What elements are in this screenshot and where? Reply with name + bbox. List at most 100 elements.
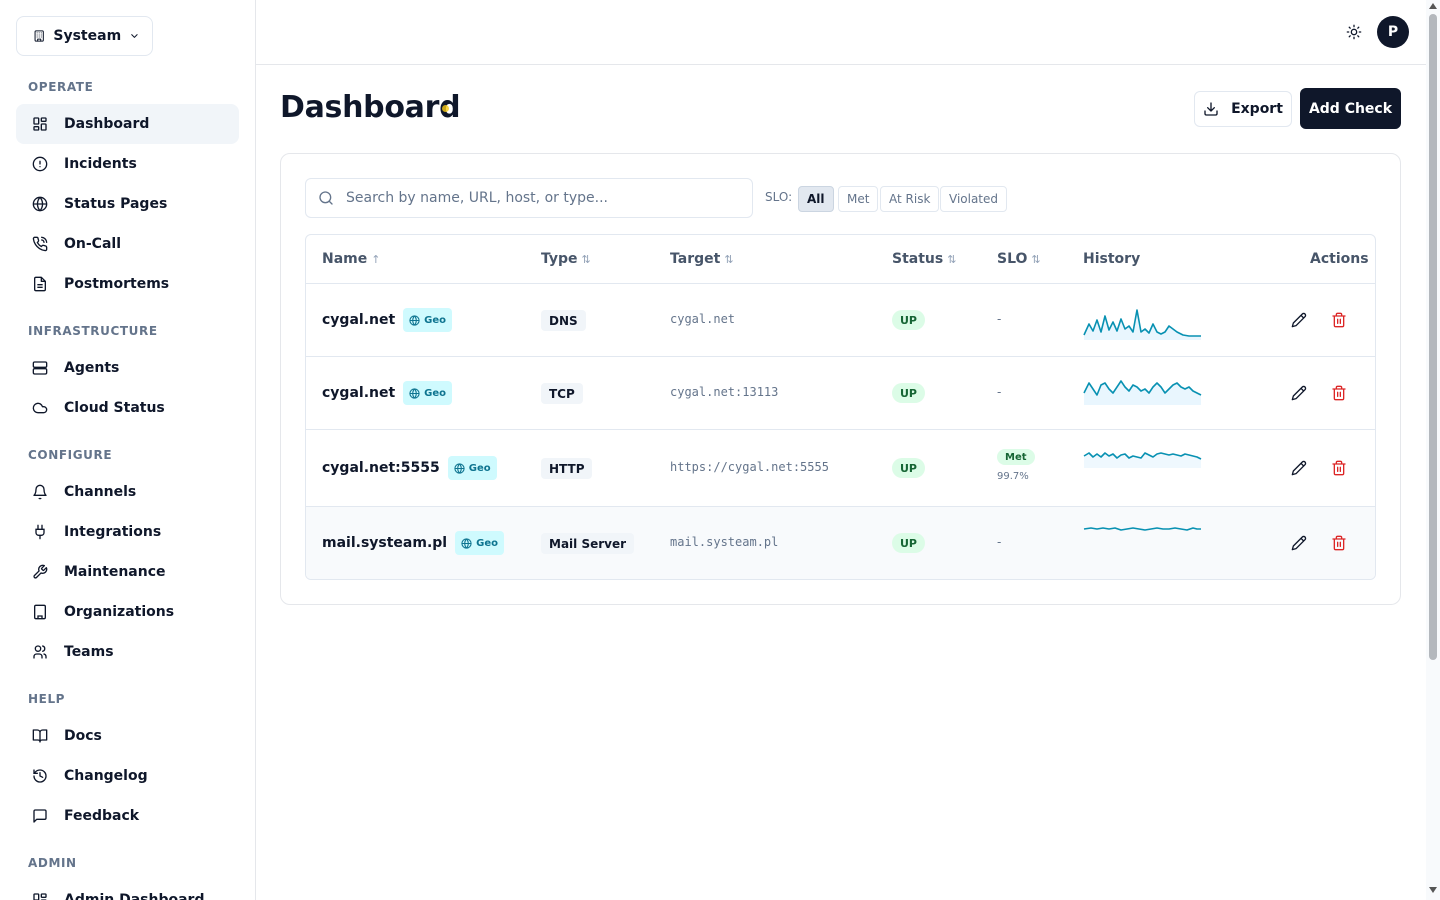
column-header-slo[interactable]: SLO ⇅ <box>997 251 1041 267</box>
document-icon <box>34 276 46 292</box>
slo-filter-met[interactable]: Met <box>838 186 879 212</box>
table-row[interactable]: cygal.net:5555 Geo HTTP https://cygal.ne… <box>306 430 1375 507</box>
column-label: SLO <box>997 251 1028 267</box>
globe-icon <box>461 537 472 549</box>
edit-button[interactable] <box>1289 533 1309 553</box>
sidebar-item-dashboard[interactable]: Dashboard <box>16 104 239 144</box>
pencil-icon <box>1291 460 1307 476</box>
sidebar-item-channels[interactable]: Channels <box>16 472 239 512</box>
add-check-button[interactable]: Add Check <box>1300 88 1401 129</box>
table-header: Name ↑ Type ⇅ Target ⇅ Status ⇅ SLO ⇅ History… <box>306 235 1375 284</box>
sidebar-item-label: On-Call <box>64 236 121 252</box>
edit-button[interactable] <box>1289 383 1309 403</box>
column-header-target[interactable]: Target ⇅ <box>670 251 734 267</box>
sidebar-item-label: Admin Dashboard <box>64 892 205 900</box>
building-icon <box>34 30 44 42</box>
column-header-status[interactable]: Status ⇅ <box>892 251 956 267</box>
geo-badge: Geo <box>403 308 453 332</box>
history-sparkline <box>1083 373 1203 405</box>
sparkline-line <box>1083 309 1201 337</box>
sidebar-item-maintenance[interactable]: Maintenance <box>16 552 239 592</box>
geo-badge: Geo <box>447 456 497 480</box>
sidebar-item-teams[interactable]: Teams <box>16 632 239 672</box>
avatar[interactable]: P <box>1377 16 1409 48</box>
sparkline-line <box>1083 452 1202 460</box>
check-name: cygal.net <box>322 312 396 328</box>
slo-value: - <box>997 535 1002 549</box>
status-badge: UP <box>892 533 925 553</box>
book-icon <box>32 729 48 743</box>
sidebar-item-integrations[interactable]: Integrations <box>16 512 239 552</box>
sidebar-item-label: Organizations <box>64 604 175 620</box>
history-sparkline <box>1083 302 1203 340</box>
check-name-cell: cygal.net:5555 Geo <box>322 456 497 480</box>
section-title-configure: CONFIGURE <box>28 448 113 462</box>
target-value: cygal.net:13113 <box>670 385 779 399</box>
column-label: Type <box>541 251 578 267</box>
dashboard-icon <box>33 117 47 131</box>
org-switcher[interactable]: Systeam <box>16 16 153 56</box>
sidebar-item-label: Status Pages <box>64 196 168 212</box>
cloud-icon <box>32 402 48 414</box>
delete-button[interactable] <box>1329 458 1349 478</box>
topbar: P <box>256 0 1426 65</box>
column-label: History <box>1083 251 1141 267</box>
sidebar-item-status-pages[interactable]: Status Pages <box>16 184 239 224</box>
delete-button[interactable] <box>1329 383 1349 403</box>
edit-button[interactable] <box>1289 458 1309 478</box>
status-dot <box>442 105 449 112</box>
globe-icon <box>454 462 465 474</box>
sidebar-item-on-call[interactable]: On-Call <box>16 224 239 264</box>
delete-button[interactable] <box>1329 533 1349 553</box>
type-badge: Mail Server <box>541 533 635 554</box>
slo-value: - <box>997 385 1002 399</box>
geo-label: Geo <box>424 387 447 399</box>
sidebar-item-label: Integrations <box>64 524 162 540</box>
geo-label: Geo <box>468 462 491 474</box>
geo-badge: Geo <box>455 531 504 555</box>
search-icon <box>319 191 333 205</box>
sidebar-item-cloud-status[interactable]: Cloud Status <box>16 388 239 428</box>
type-badge: HTTP <box>541 458 593 479</box>
sidebar-item-changelog[interactable]: Changelog <box>16 756 239 796</box>
theme-toggle-button[interactable] <box>1344 22 1364 42</box>
edit-button[interactable] <box>1289 310 1309 330</box>
search-input[interactable]: Search by name, URL, host, or type... <box>305 178 753 218</box>
trash-icon <box>1332 460 1346 476</box>
scroll-up-arrow[interactable] <box>1429 3 1437 9</box>
table-row[interactable]: cygal.net Geo TCP cygal.net:13113 UP - <box>306 357 1375 430</box>
sidebar-item-docs[interactable]: Docs <box>16 716 239 756</box>
column-header-name[interactable]: Name ↑ <box>322 251 380 267</box>
table-row[interactable]: cygal.net Geo DNS cygal.net UP - <box>306 284 1375 357</box>
scroll-thumb[interactable] <box>1429 14 1437 660</box>
sidebar-item-postmortems[interactable]: Postmortems <box>16 264 239 304</box>
sidebar-item-incidents[interactable]: Incidents <box>16 144 239 184</box>
scrollbar[interactable] <box>1426 0 1440 900</box>
sidebar-item-admin-dashboard[interactable]: Admin Dashboard <box>16 880 239 900</box>
chevron-down-icon <box>131 34 138 38</box>
export-button[interactable]: Export <box>1194 91 1292 127</box>
trash-icon <box>1332 385 1346 401</box>
sidebar-item-agents[interactable]: Agents <box>16 348 239 388</box>
sidebar-item-feedback[interactable]: Feedback <box>16 796 239 836</box>
sidebar-item-label: Incidents <box>64 156 137 172</box>
slo-filter-at-risk[interactable]: At Risk <box>880 186 940 212</box>
check-name: cygal.net <box>322 385 396 401</box>
sidebar-item-label: Agents <box>64 360 120 376</box>
sidebar-item-label: Docs <box>64 728 102 744</box>
search-placeholder: Search by name, URL, host, or type... <box>346 190 608 206</box>
org-name: Systeam <box>53 28 122 44</box>
table-row[interactable]: mail.systeam.pl Geo Mail Server mail.sys… <box>306 507 1375 579</box>
geo-label: Geo <box>476 537 498 549</box>
sidebar-item-organizations[interactable]: Organizations <box>16 592 239 632</box>
slo-filter-violated[interactable]: Violated <box>940 186 1008 212</box>
section-title-operate: OPERATE <box>28 80 94 94</box>
scroll-down-arrow[interactable] <box>1429 887 1437 893</box>
slo-filter-all[interactable]: All <box>798 186 834 212</box>
column-header-type[interactable]: Type ⇅ <box>541 251 591 267</box>
server-icon <box>32 361 48 375</box>
sparkline-line <box>1083 380 1202 396</box>
download-icon <box>1204 102 1218 116</box>
delete-button[interactable] <box>1329 310 1349 330</box>
checks-table: Name ↑ Type ⇅ Target ⇅ Status ⇅ SLO ⇅ History… <box>305 234 1376 580</box>
